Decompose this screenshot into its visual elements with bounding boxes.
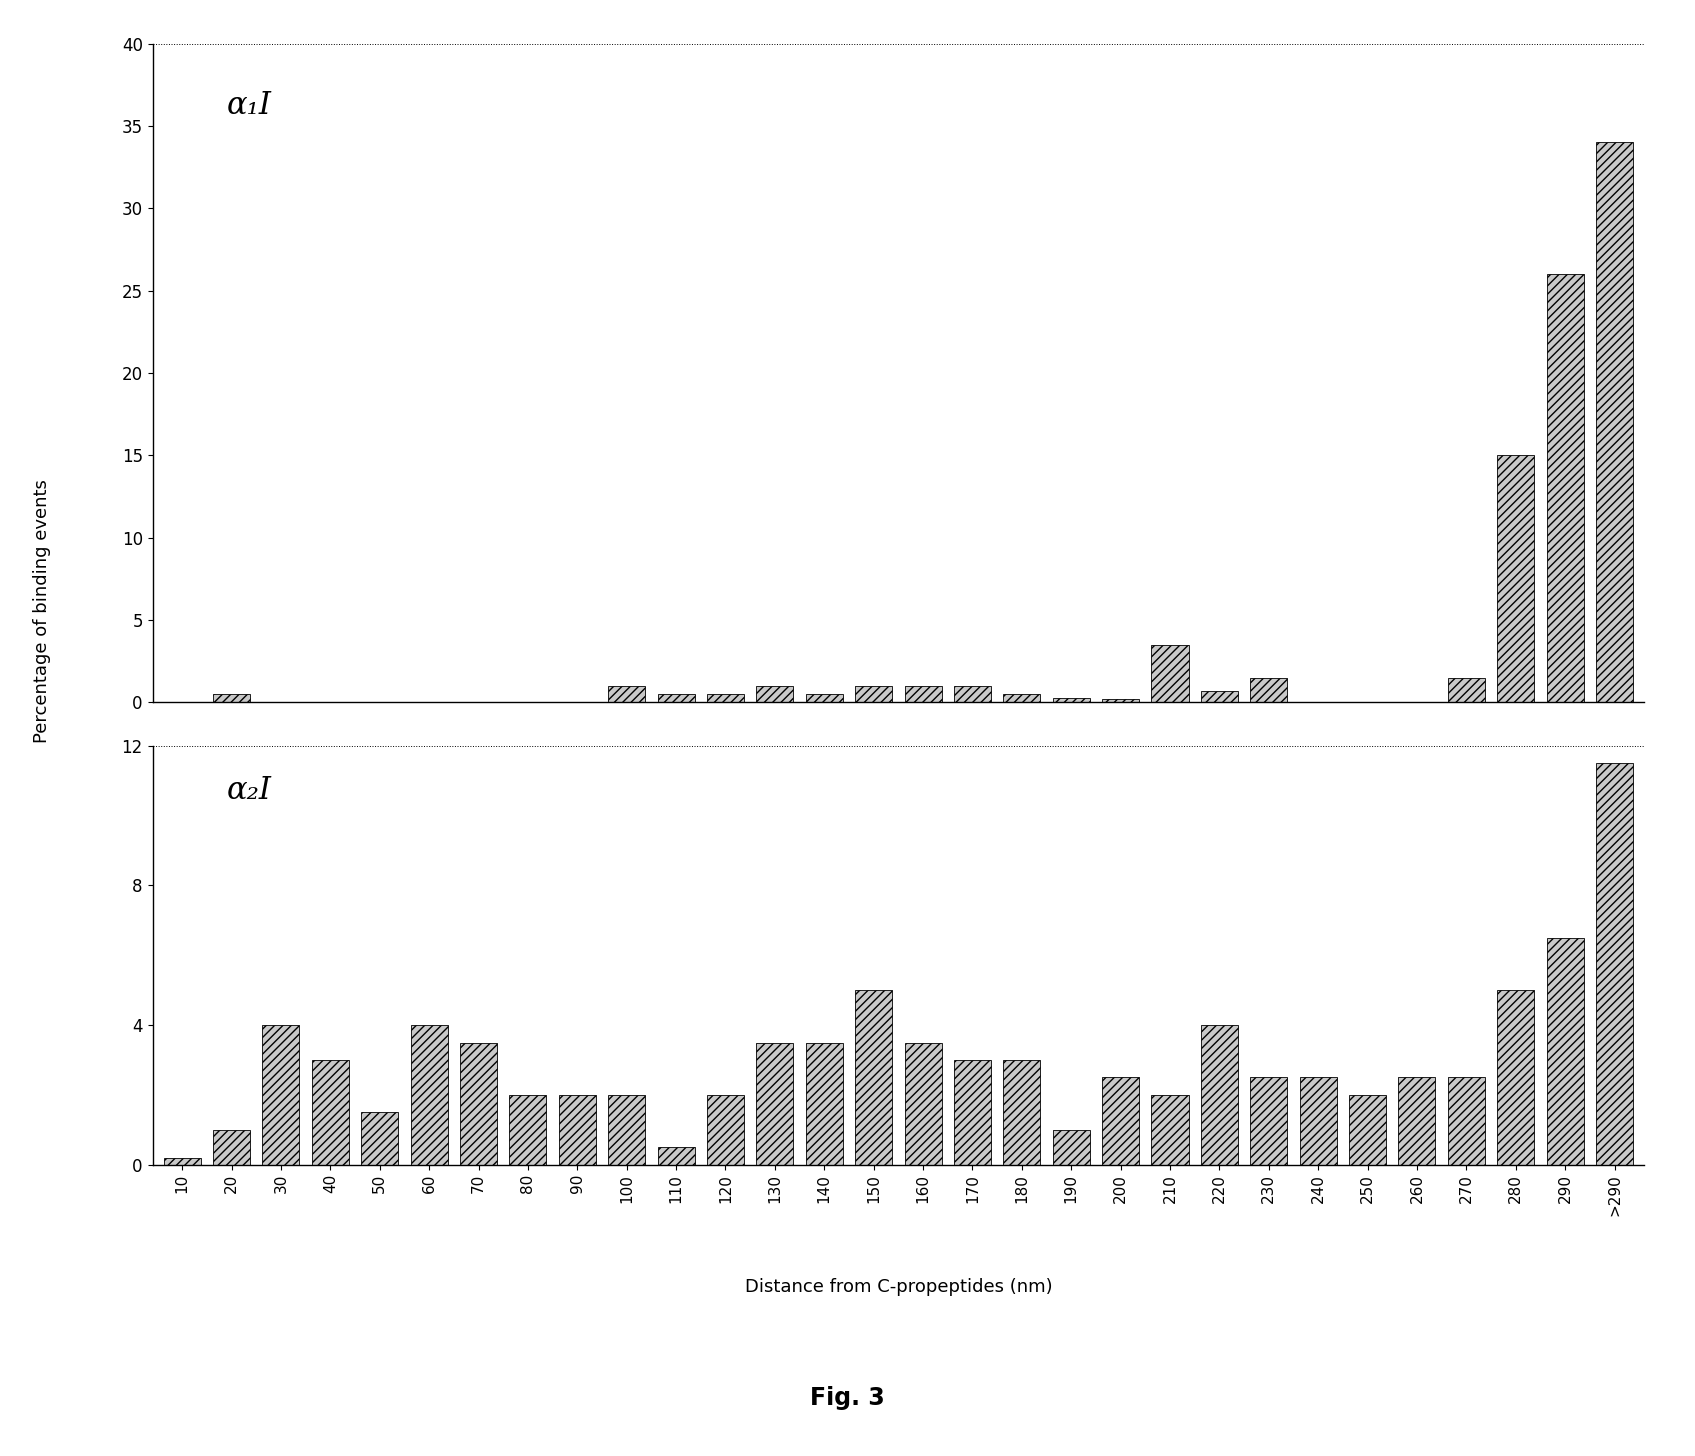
X-axis label: Distance from C-propeptides (nm): Distance from C-propeptides (nm) xyxy=(744,1278,1053,1296)
Text: Percentage of binding events: Percentage of binding events xyxy=(34,479,51,744)
Bar xyxy=(856,990,892,1165)
Bar xyxy=(1003,1060,1041,1165)
Text: α₂I: α₂I xyxy=(227,775,271,807)
Bar xyxy=(756,1042,793,1165)
Bar xyxy=(1597,143,1632,702)
Bar xyxy=(1003,695,1041,702)
Bar xyxy=(1597,763,1632,1165)
Text: α₁I: α₁I xyxy=(227,90,271,121)
Bar xyxy=(1151,1095,1188,1165)
Bar xyxy=(1300,1077,1337,1165)
Bar xyxy=(905,1042,941,1165)
Bar xyxy=(559,1095,597,1165)
Bar xyxy=(856,686,892,702)
Bar xyxy=(805,695,842,702)
Bar xyxy=(1053,697,1090,702)
Bar xyxy=(312,1060,349,1165)
Bar xyxy=(1200,1025,1237,1165)
Bar xyxy=(214,695,251,702)
Bar xyxy=(361,1112,398,1165)
Text: Fig. 3: Fig. 3 xyxy=(810,1386,885,1409)
Bar xyxy=(905,686,941,702)
Bar xyxy=(954,686,992,702)
Bar xyxy=(954,1060,992,1165)
Bar xyxy=(609,1095,646,1165)
Bar xyxy=(263,1025,300,1165)
Bar xyxy=(1251,1077,1287,1165)
Bar xyxy=(707,1095,744,1165)
Bar xyxy=(756,686,793,702)
Bar xyxy=(410,1025,447,1165)
Bar xyxy=(164,1158,200,1165)
Bar xyxy=(1497,456,1534,702)
Bar xyxy=(1251,677,1287,702)
Bar xyxy=(609,686,646,702)
Bar xyxy=(1200,692,1237,702)
Bar xyxy=(658,695,695,702)
Bar xyxy=(1151,645,1188,702)
Bar xyxy=(1102,1077,1139,1165)
Bar xyxy=(658,1147,695,1165)
Bar xyxy=(1102,699,1139,702)
Bar xyxy=(707,695,744,702)
Bar xyxy=(510,1095,546,1165)
Bar xyxy=(459,1042,497,1165)
Bar xyxy=(1349,1095,1387,1165)
Bar xyxy=(1053,1130,1090,1165)
Bar xyxy=(1546,938,1583,1165)
Bar xyxy=(214,1130,251,1165)
Bar xyxy=(1448,1077,1485,1165)
Bar xyxy=(1398,1077,1436,1165)
Bar xyxy=(1546,274,1583,702)
Bar xyxy=(1497,990,1534,1165)
Bar xyxy=(1448,677,1485,702)
Bar xyxy=(805,1042,842,1165)
